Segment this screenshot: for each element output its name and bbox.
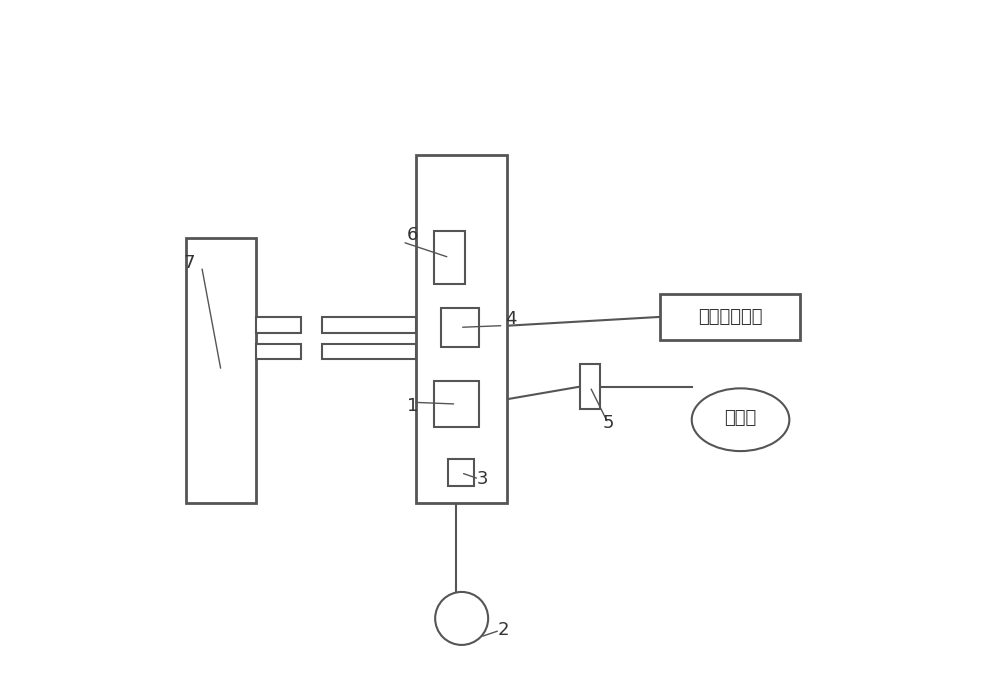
Text: 1: 1 — [407, 397, 419, 415]
Bar — [448, 459, 474, 486]
Text: 4: 4 — [505, 309, 516, 328]
Bar — [416, 155, 507, 503]
Ellipse shape — [692, 389, 789, 451]
Bar — [322, 344, 416, 359]
Bar — [441, 308, 479, 346]
Bar — [660, 294, 800, 340]
Text: 核心网: 核心网 — [724, 409, 757, 426]
Bar — [322, 317, 416, 332]
Bar — [186, 239, 256, 503]
Circle shape — [435, 592, 488, 645]
Bar — [256, 344, 301, 359]
Text: 7: 7 — [184, 254, 195, 272]
Bar — [256, 317, 301, 332]
Text: 5: 5 — [602, 414, 614, 432]
Text: 数据管理后台: 数据管理后台 — [698, 307, 762, 326]
Bar — [434, 232, 465, 284]
Text: 2: 2 — [498, 622, 509, 639]
Bar — [434, 382, 479, 427]
Bar — [580, 364, 600, 409]
Text: 3: 3 — [477, 470, 488, 488]
Text: 6: 6 — [407, 226, 419, 244]
